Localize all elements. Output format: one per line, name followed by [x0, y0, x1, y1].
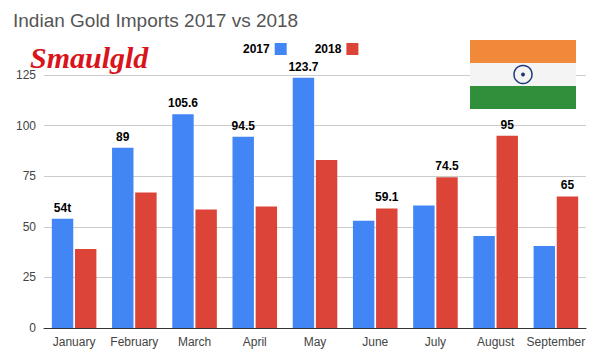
svg-text:125: 125: [16, 68, 36, 82]
svg-text:54t: 54t: [54, 201, 71, 215]
svg-text:June: June: [362, 335, 388, 349]
svg-text:25: 25: [23, 270, 37, 284]
svg-text:50: 50: [23, 220, 37, 234]
svg-text:123.7: 123.7: [288, 60, 318, 74]
svg-text:2018: 2018: [315, 42, 342, 56]
svg-text:April: April: [243, 335, 267, 349]
svg-text:Smaulgld: Smaulgld: [30, 41, 149, 74]
svg-text:59.1: 59.1: [375, 190, 399, 204]
svg-text:Indian Gold Imports 2017 vs 20: Indian Gold Imports 2017 vs 2018: [13, 10, 298, 31]
svg-text:89: 89: [116, 130, 130, 144]
svg-text:May: May: [304, 335, 327, 349]
svg-text:105.6: 105.6: [168, 96, 198, 110]
svg-text:March: March: [178, 335, 211, 349]
svg-text:94.5: 94.5: [232, 119, 256, 133]
svg-text:74.5: 74.5: [435, 159, 459, 173]
svg-text:75: 75: [23, 169, 37, 183]
svg-text:February: February: [110, 335, 158, 349]
svg-text:September: September: [527, 335, 586, 349]
svg-text:July: July: [425, 335, 446, 349]
svg-text:100: 100: [16, 119, 36, 133]
svg-text:January: January: [53, 335, 96, 349]
svg-text:95: 95: [501, 118, 515, 132]
svg-text:65: 65: [561, 178, 575, 192]
svg-text:2017: 2017: [243, 42, 270, 56]
svg-text:August: August: [477, 335, 515, 349]
svg-text:0: 0: [29, 321, 36, 335]
